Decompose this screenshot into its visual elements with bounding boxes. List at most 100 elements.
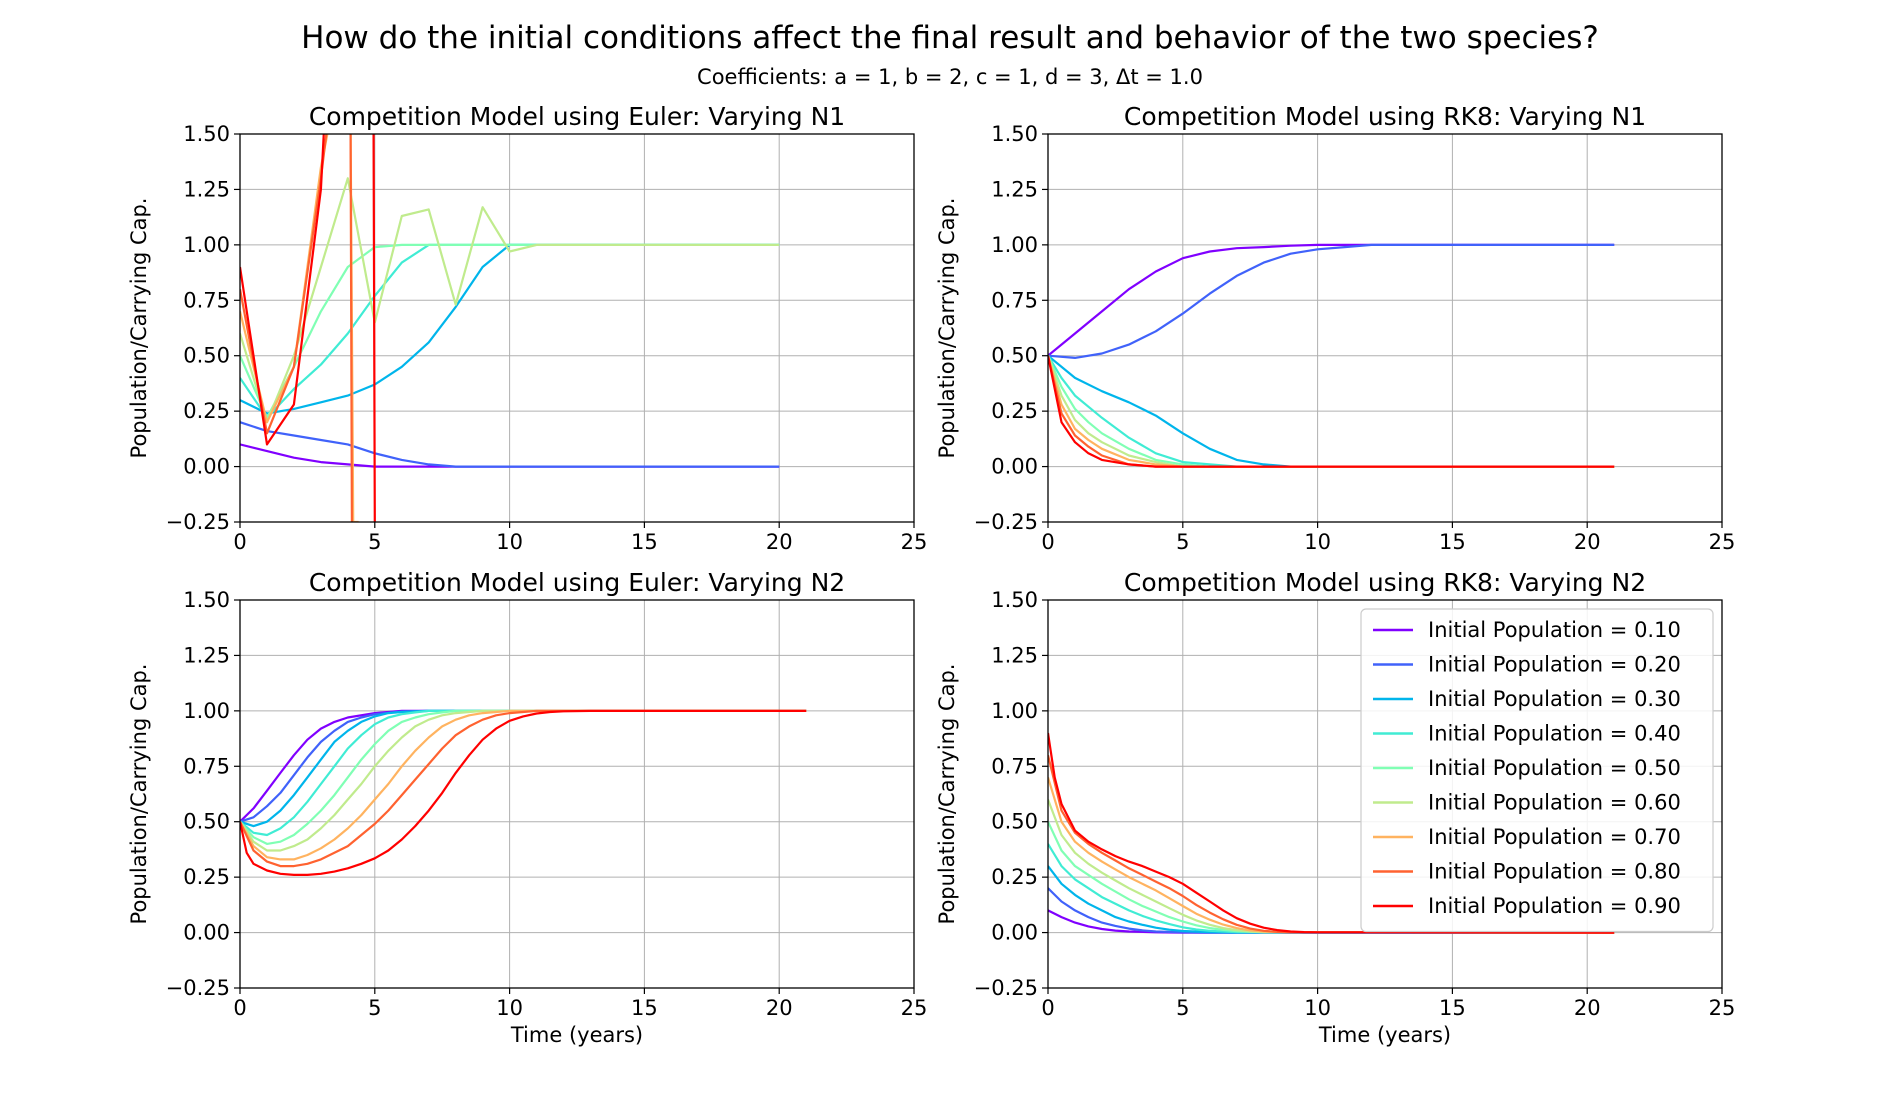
y-tick-label: 1.25 bbox=[991, 177, 1038, 201]
chart-title: Competition Model using RK8: Varying N2 bbox=[1124, 568, 1646, 597]
legend-entry: Initial Population = 0.80 bbox=[1428, 860, 1681, 884]
chart-2: 0 5 10 15 20 25 −0.25 0.00 0.25 0.50 0.75 1.00 1.25 1… bbox=[935, 102, 1735, 554]
legend-entry: Initial Population = 0.60 bbox=[1428, 791, 1681, 815]
y-tick-label: 0.25 bbox=[183, 865, 230, 889]
x-tick-label: 0 bbox=[233, 530, 246, 554]
y-tick-label: −0.25 bbox=[974, 510, 1038, 534]
x-tick-label: 25 bbox=[901, 530, 928, 554]
x-tick-label: 0 bbox=[233, 996, 246, 1020]
y-tick-label: 1.00 bbox=[991, 699, 1038, 723]
x-tick-label: 10 bbox=[496, 530, 523, 554]
series-line-6 bbox=[1048, 799, 1615, 934]
y-tick-label: 0.00 bbox=[183, 455, 230, 479]
y-tick-label: 0.25 bbox=[991, 399, 1038, 423]
axes-frame bbox=[1047, 599, 1723, 989]
series-line-3 bbox=[1048, 865, 1615, 934]
y-tick-label: 0.25 bbox=[991, 865, 1038, 889]
x-tick-label: 20 bbox=[766, 996, 793, 1020]
x-tick-label: 5 bbox=[368, 530, 381, 554]
series-line-7 bbox=[240, 134, 359, 522]
y-tick-label: −0.25 bbox=[974, 976, 1038, 1000]
y-tick-label: 1.50 bbox=[183, 122, 230, 146]
series-line-5 bbox=[1048, 821, 1615, 934]
series-line-9 bbox=[240, 134, 376, 522]
x-tick-label: 15 bbox=[1439, 996, 1466, 1020]
legend: Initial Population = 0.10 Initial Populat… bbox=[1360, 608, 1714, 933]
series-group bbox=[1048, 243, 1615, 468]
series-line-4 bbox=[1048, 843, 1615, 934]
y-tick-label: −0.25 bbox=[166, 510, 230, 534]
y-tick-label: 1.25 bbox=[183, 643, 230, 667]
x-tick-label: 0 bbox=[1041, 996, 1054, 1020]
x-tick-label: 0 bbox=[1041, 530, 1054, 554]
y-tick-label: 1.25 bbox=[183, 177, 230, 201]
y-tick-label: 0.25 bbox=[183, 399, 230, 423]
series-line-2 bbox=[1048, 887, 1615, 934]
y-tick-label: 0.75 bbox=[183, 754, 230, 778]
y-tick-label: 1.00 bbox=[183, 699, 230, 723]
series-line-9 bbox=[1048, 732, 1615, 934]
chart-4: 0 5 10 15 20 25 −0.25 0.00 0.25 0.50 0.75 1.00 1.25 1… bbox=[935, 568, 1735, 1047]
charts-container: 0 5 10 15 20 25 −0.25 0.00 0.25 0.50 0.75 1.00 1.25 1… bbox=[127, 102, 1735, 1047]
series-line-4 bbox=[240, 709, 807, 837]
x-tick-label: 15 bbox=[631, 996, 658, 1020]
axes-frame bbox=[239, 599, 915, 989]
series-line-7 bbox=[240, 709, 807, 861]
y-tick-label: 0.75 bbox=[991, 288, 1038, 312]
x-tick-label: 20 bbox=[1574, 996, 1601, 1020]
x-tick-label: 5 bbox=[1176, 530, 1189, 554]
series-line-2 bbox=[240, 421, 780, 468]
x-tick-label: 10 bbox=[496, 996, 523, 1020]
series-line-7 bbox=[1048, 777, 1615, 934]
chart-1: 0 5 10 15 20 25 −0.25 0.00 0.25 0.50 0.75 1.00 1.25 1… bbox=[127, 102, 927, 554]
series-line-8 bbox=[240, 134, 353, 522]
series-line-8 bbox=[240, 709, 807, 868]
series-line-6 bbox=[240, 177, 780, 424]
series-line-6 bbox=[240, 709, 807, 852]
series-group bbox=[240, 709, 807, 877]
y-tick-label: 0.00 bbox=[183, 921, 230, 945]
legend-box bbox=[1360, 608, 1714, 933]
y-tick-label: 1.50 bbox=[991, 588, 1038, 612]
legend-entry: Initial Population = 0.70 bbox=[1428, 825, 1681, 849]
figure-suptitle: How do the initial conditions affect the… bbox=[301, 20, 1599, 56]
x-tick-label: 5 bbox=[368, 996, 381, 1020]
x-tick-label: 15 bbox=[1439, 530, 1466, 554]
x-tick-label: 25 bbox=[1709, 996, 1736, 1020]
y-tick-label: 0.75 bbox=[991, 754, 1038, 778]
chart-title: Competition Model using Euler: Varying N… bbox=[309, 568, 845, 597]
chart-3: 0 5 10 15 20 25 −0.25 0.00 0.25 0.50 0.75 1.00 1.25 1… bbox=[127, 568, 927, 1047]
x-axis-label: Time (years) bbox=[1318, 1023, 1451, 1047]
axes-frame bbox=[1047, 133, 1723, 523]
series-line-9 bbox=[240, 709, 807, 877]
x-tick-label: 10 bbox=[1304, 996, 1331, 1020]
x-tick-label: 20 bbox=[1574, 530, 1601, 554]
y-axis-label: Population/Carrying Cap. bbox=[935, 198, 959, 459]
figure-subtitle: Coefficients: a = 1, b = 2, c = 1, d = 3… bbox=[697, 65, 1203, 89]
series-line-2 bbox=[1048, 243, 1615, 359]
x-tick-label: 10 bbox=[1304, 530, 1331, 554]
y-tick-label: 0.50 bbox=[991, 810, 1038, 834]
y-tick-label: 0.50 bbox=[183, 344, 230, 368]
y-tick-label: 1.50 bbox=[991, 122, 1038, 146]
y-tick-label: 0.50 bbox=[183, 810, 230, 834]
x-tick-label: 25 bbox=[901, 996, 928, 1020]
x-tick-label: 20 bbox=[766, 530, 793, 554]
series-group bbox=[1048, 732, 1615, 934]
x-tick-label: 15 bbox=[631, 530, 658, 554]
legend-entry: Initial Population = 0.50 bbox=[1428, 756, 1681, 780]
series-line-3 bbox=[240, 709, 807, 828]
y-tick-label: 1.25 bbox=[991, 643, 1038, 667]
legend-entry: Initial Population = 0.90 bbox=[1428, 894, 1681, 918]
y-tick-label: 0.50 bbox=[991, 344, 1038, 368]
chart-title: Competition Model using Euler: Varying N… bbox=[309, 102, 845, 131]
y-tick-label: 0.75 bbox=[183, 288, 230, 312]
legend-entry: Initial Population = 0.20 bbox=[1428, 653, 1681, 677]
y-tick-label: 1.50 bbox=[183, 588, 230, 612]
legend-entry: Initial Population = 0.10 bbox=[1428, 618, 1681, 642]
legend-entry: Initial Population = 0.40 bbox=[1428, 722, 1681, 746]
x-tick-label: 25 bbox=[1709, 530, 1736, 554]
y-tick-label: 0.00 bbox=[991, 455, 1038, 479]
y-tick-label: 1.00 bbox=[183, 233, 230, 257]
